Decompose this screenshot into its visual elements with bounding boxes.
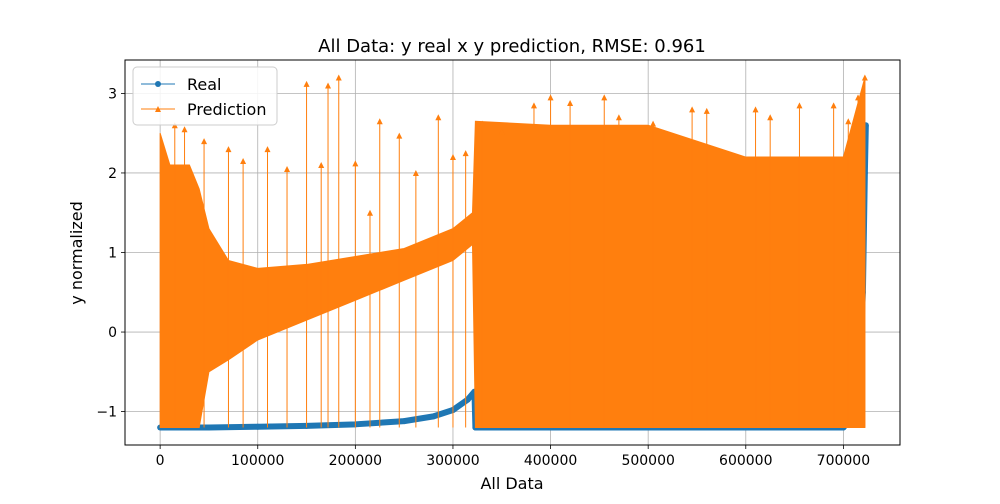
prediction-marker <box>325 82 332 89</box>
prediction-marker <box>547 94 554 101</box>
prediction-marker <box>796 102 803 109</box>
legend: Real Prediction <box>132 66 278 126</box>
y-axis: −1 0 1 2 3 <box>96 86 125 421</box>
prediction-marker <box>601 94 608 101</box>
prediction-marker <box>181 126 188 133</box>
x-axis: 0 100000 200000 300000 400000 500000 600000 700… <box>156 445 870 469</box>
y-tick-label: 2 <box>108 166 117 182</box>
y-tick-label: −1 <box>96 405 117 421</box>
x-tick-label: 600000 <box>719 453 772 469</box>
x-tick-label: 200000 <box>329 453 382 469</box>
prediction-marker <box>201 138 208 145</box>
prediction-marker <box>861 74 868 81</box>
prediction-marker <box>303 80 310 87</box>
legend-box <box>132 66 278 126</box>
prediction-marker <box>449 154 456 161</box>
x-tick-label: 700000 <box>817 453 870 469</box>
prediction-marker <box>855 94 862 101</box>
real-point <box>205 424 212 431</box>
prediction-marker <box>335 74 342 81</box>
x-tick-label: 0 <box>156 453 165 469</box>
prediction-marker <box>530 102 537 109</box>
prediction-marker <box>479 120 486 127</box>
real-point <box>254 423 261 430</box>
prediction-marker <box>462 150 469 157</box>
prediction-marker <box>225 146 232 153</box>
x-tick-label: 500000 <box>621 453 674 469</box>
prediction-marker <box>752 106 759 113</box>
chart-title: All Data: y real x y prediction, RMSE: 0… <box>318 36 706 57</box>
prediction-marker <box>376 118 383 125</box>
prediction-marker <box>830 102 837 109</box>
prediction-marker <box>689 106 696 113</box>
prediction-marker <box>352 160 359 167</box>
legend-marker <box>155 81 161 87</box>
prediction-marker <box>284 165 291 172</box>
y-axis-label: y normalized <box>67 201 86 304</box>
x-tick-label: 400000 <box>524 453 577 469</box>
y-tick-label: 0 <box>108 325 117 341</box>
prediction-marker <box>264 146 271 153</box>
prediction-marker <box>366 209 373 216</box>
prediction-marker <box>567 99 574 106</box>
prediction-marker <box>650 120 657 127</box>
real-point <box>430 413 437 420</box>
legend-marker <box>155 106 161 112</box>
real-point <box>401 418 408 425</box>
prediction-marker <box>767 114 774 121</box>
prediction-marker <box>845 118 852 125</box>
y-tick-label: 1 <box>108 246 117 262</box>
x-tick-label: 300000 <box>426 453 479 469</box>
x-axis-label: All Data <box>480 474 543 493</box>
y-tick-label: 3 <box>108 86 117 102</box>
legend-label: Prediction <box>187 100 266 119</box>
legend-label: Real <box>187 75 222 94</box>
prediction-marker <box>498 128 505 135</box>
prediction-marker <box>435 114 442 121</box>
x-tick-label: 100000 <box>231 453 284 469</box>
prediction-marker <box>318 162 325 168</box>
prediction-marker <box>703 107 710 114</box>
prediction-marker <box>615 114 622 121</box>
plot-area <box>157 74 869 431</box>
prediction-marker <box>412 169 419 176</box>
prediction-marker <box>396 132 403 139</box>
prediction-marker <box>240 158 247 165</box>
